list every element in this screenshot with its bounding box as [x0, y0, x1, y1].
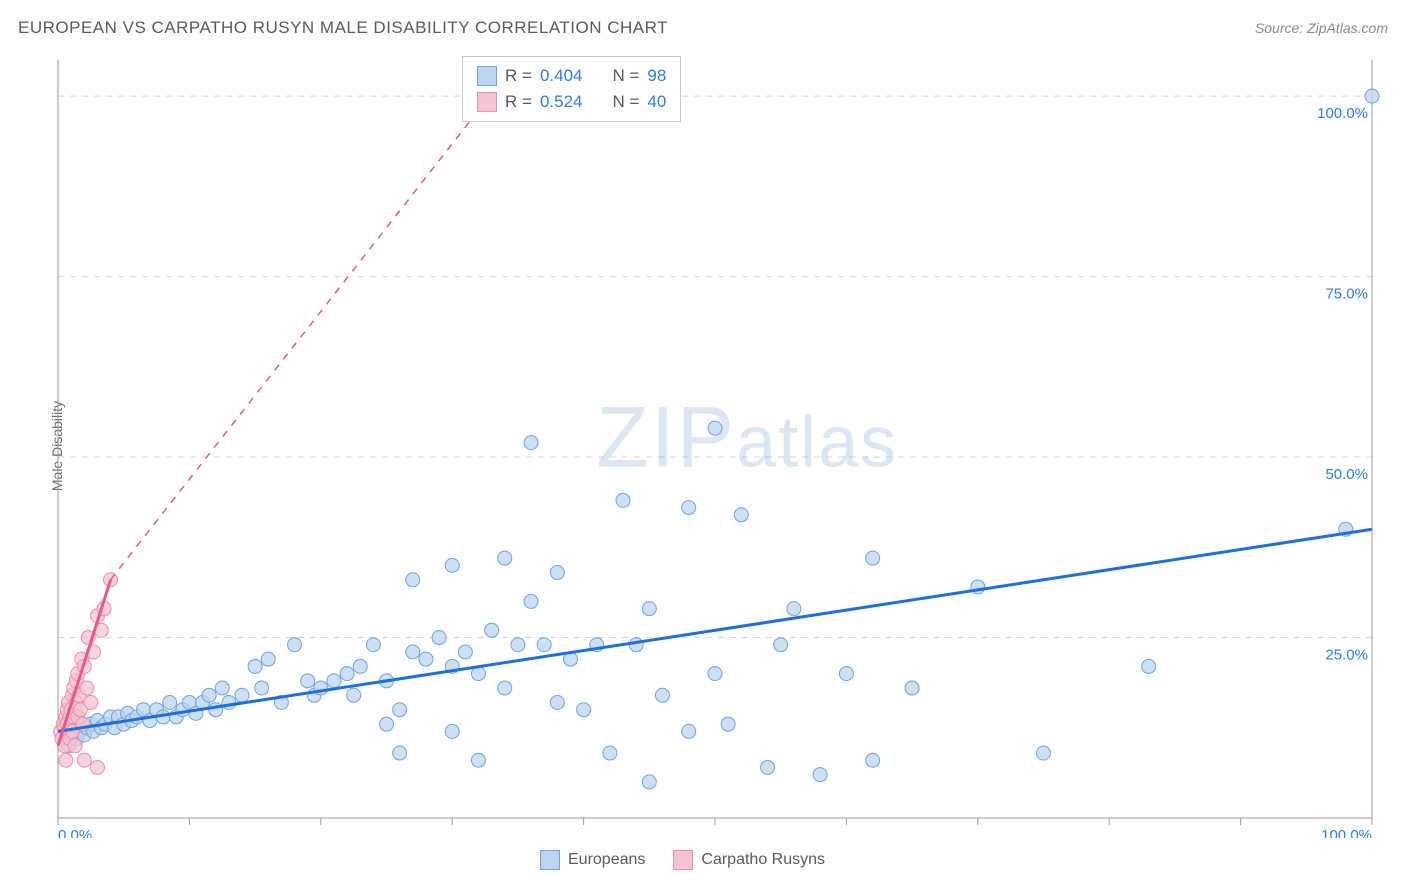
n-value: 98: [647, 63, 666, 89]
scatter-plot: 25.0%50.0%75.0%100.0%0.0%100.0% ZIPatlas: [52, 48, 1382, 838]
legend-label: Europeans: [568, 851, 645, 869]
trend-line: [58, 529, 1372, 731]
r-value: 0.404: [540, 63, 583, 89]
y-tick-label: 50.0%: [1325, 466, 1368, 483]
data-point: [498, 551, 512, 565]
data-point: [905, 681, 919, 695]
data-point: [202, 688, 216, 702]
data-point: [866, 753, 880, 767]
data-point: [524, 594, 538, 608]
data-point: [163, 695, 177, 709]
x-tick-label: 0.0%: [58, 827, 92, 838]
y-tick-label: 25.0%: [1325, 647, 1368, 664]
r-label: R =: [505, 63, 532, 89]
plot-svg: 25.0% 50.0% 75.0% 100.0% 0.0% 100.0%: [52, 48, 1382, 838]
n-label: N =: [612, 63, 639, 89]
data-point: [774, 638, 788, 652]
data-point: [90, 760, 104, 774]
data-point: [471, 753, 485, 767]
x-tick-label: 100.0%: [1321, 827, 1372, 838]
data-point: [419, 652, 433, 666]
stats-row: R = 0.404 N = 98: [477, 63, 666, 89]
n-value: 40: [647, 89, 666, 115]
data-point: [655, 688, 669, 702]
data-point: [642, 775, 656, 789]
data-point: [550, 695, 564, 709]
data-point: [393, 703, 407, 717]
data-point: [537, 638, 551, 652]
data-point: [866, 551, 880, 565]
chart-title: EUROPEAN VS CARPATHO RUSYN MALE DISABILI…: [18, 18, 668, 38]
data-point: [84, 695, 98, 709]
trend-line-extension: [111, 60, 518, 580]
data-point: [68, 739, 82, 753]
data-point: [406, 573, 420, 587]
legend-item: Carpatho Rusyns: [673, 850, 825, 870]
legend-swatch: [540, 850, 560, 870]
data-point: [235, 688, 249, 702]
data-point: [353, 659, 367, 673]
bottom-legend: Europeans Carpatho Rusyns: [540, 850, 825, 870]
data-point: [406, 645, 420, 659]
data-point: [616, 493, 630, 507]
legend-swatch: [477, 66, 497, 86]
data-point: [511, 638, 525, 652]
data-point: [215, 681, 229, 695]
data-point: [288, 638, 302, 652]
header: EUROPEAN VS CARPATHO RUSYN MALE DISABILI…: [18, 18, 1388, 38]
stats-row: R = 0.524 N = 40: [477, 89, 666, 115]
data-point: [721, 717, 735, 731]
data-point: [734, 508, 748, 522]
legend-swatch: [477, 92, 497, 112]
data-point: [261, 652, 275, 666]
data-point: [1037, 746, 1051, 760]
data-point: [458, 645, 472, 659]
data-point: [222, 695, 236, 709]
legend-label: Carpatho Rusyns: [701, 851, 825, 869]
data-point: [524, 436, 538, 450]
data-point: [813, 768, 827, 782]
r-value: 0.524: [540, 89, 583, 115]
data-point: [682, 501, 696, 515]
data-point: [642, 602, 656, 616]
data-point: [839, 667, 853, 681]
data-point: [432, 631, 446, 645]
source-label: Source: ZipAtlas.com: [1255, 20, 1388, 36]
data-point: [255, 681, 269, 695]
data-point: [498, 681, 512, 695]
data-point: [629, 638, 643, 652]
stats-legend-box: R = 0.404 N = 98 R = 0.524 N = 40: [462, 56, 681, 122]
data-point: [366, 638, 380, 652]
data-point: [209, 703, 223, 717]
data-point: [380, 717, 394, 731]
data-point: [347, 688, 361, 702]
data-point: [1365, 89, 1379, 103]
data-point: [340, 667, 354, 681]
data-point: [1142, 659, 1156, 673]
y-tick-label: 100.0%: [1317, 105, 1368, 122]
data-point: [577, 703, 591, 717]
legend-item: Europeans: [540, 850, 645, 870]
data-point: [77, 753, 91, 767]
data-point: [485, 623, 499, 637]
data-point: [550, 566, 564, 580]
data-point: [327, 674, 341, 688]
data-point: [301, 674, 315, 688]
data-point: [708, 667, 722, 681]
data-point: [761, 760, 775, 774]
r-label: R =: [505, 89, 532, 115]
data-point: [787, 602, 801, 616]
data-point: [80, 681, 94, 695]
data-point: [708, 421, 722, 435]
data-point: [445, 724, 459, 738]
data-point: [393, 746, 407, 760]
data-point: [59, 753, 73, 767]
data-point: [445, 558, 459, 572]
n-label: N =: [612, 89, 639, 115]
data-point: [682, 724, 696, 738]
data-point: [603, 746, 617, 760]
data-point: [248, 659, 262, 673]
y-tick-label: 75.0%: [1325, 286, 1368, 303]
legend-swatch: [673, 850, 693, 870]
